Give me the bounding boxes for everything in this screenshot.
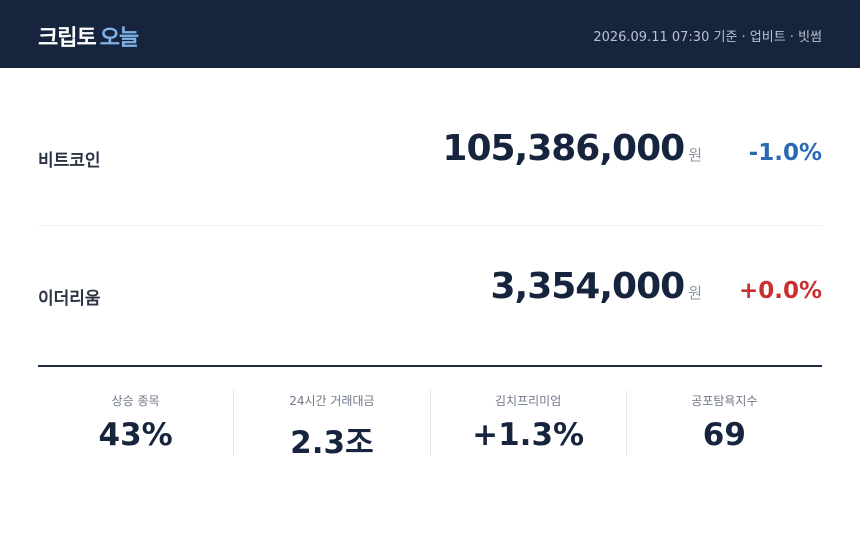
stat-card: 공포탐욕지수 69 xyxy=(625,390,822,456)
stat-value: 43% xyxy=(98,417,173,453)
section-divider xyxy=(38,365,822,367)
coin-change: +0.0% xyxy=(738,278,822,304)
stat-label: 24시간 거래대금 xyxy=(289,394,375,408)
coin-price-group: 3,354,000 원 +0.0% xyxy=(490,266,822,307)
title: 크립토 오늘 xyxy=(38,20,139,52)
stat-card: 24시간 거래대금 2.3조 xyxy=(233,390,429,461)
timestamp: 2026.09.11 07:30 기준 · 업비트 · 빗썸 xyxy=(593,30,822,45)
stat-value: 2.3조 xyxy=(290,425,374,461)
header: 크립토 오늘 2026.09.11 07:30 기준 · 업비트 · 빗썸 xyxy=(0,0,860,68)
coin-row: 비트코인 105,386,000 원 -1.0% xyxy=(38,128,822,188)
price-unit: 원 xyxy=(688,284,702,302)
row-divider xyxy=(38,225,822,226)
title-text: 크립토 xyxy=(38,26,97,51)
coin-name: 이더리움 xyxy=(38,289,101,309)
coin-price: 3,354,000 xyxy=(490,266,685,307)
stats: 상승 종목 43% 24시간 거래대금 2.3조 김치프리미엄 +1.3% 공포탐욕지수 69 xyxy=(38,390,822,461)
stat-value: 69 xyxy=(702,417,746,453)
price-unit: 원 xyxy=(688,146,702,164)
stat-label: 상승 종목 xyxy=(111,394,160,408)
coin-change: -1.0% xyxy=(748,140,822,166)
stat-label: 김치프리미엄 xyxy=(495,394,562,408)
stat-card: 김치프리미엄 +1.3% xyxy=(429,390,626,456)
coin-price-group: 105,386,000 원 -1.0% xyxy=(442,128,822,169)
stat-label: 공포탐욕지수 xyxy=(691,394,758,408)
title-accent: 오늘 xyxy=(99,26,139,51)
stat-card: 상승 종목 43% xyxy=(38,390,233,456)
coin-name: 비트코인 xyxy=(38,151,101,171)
coin-price: 105,386,000 xyxy=(442,128,685,169)
stat-value: +1.3% xyxy=(472,417,585,453)
coin-row: 이더리움 3,354,000 원 +0.0% xyxy=(38,266,822,326)
